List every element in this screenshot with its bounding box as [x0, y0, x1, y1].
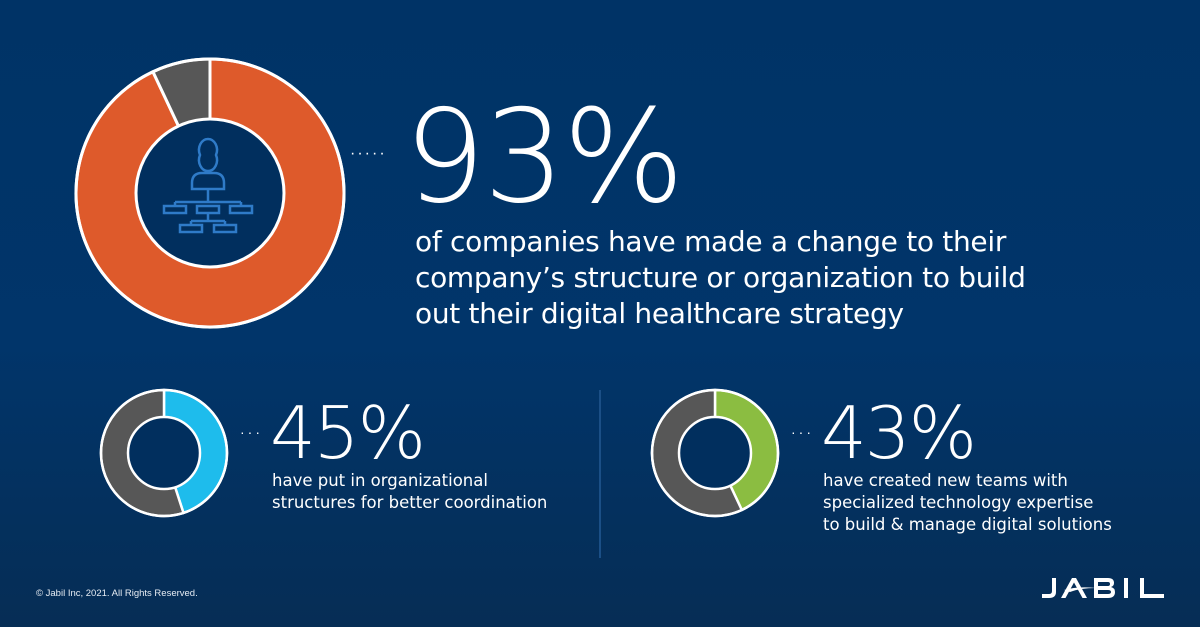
caption-line: of companies have made a change to their: [415, 225, 1007, 258]
caption-line: have put in organizational: [272, 471, 488, 490]
main-stat-value: 93%: [404, 83, 684, 232]
main-stat-caption: of companies have made a change to their…: [415, 224, 1026, 332]
caption-line: company’s structure or organization to b…: [415, 261, 1026, 294]
caption-line: have created new teams with: [823, 471, 1068, 490]
connector-dots-left: ···: [240, 424, 263, 440]
org-chart-icon: [162, 137, 254, 234]
right-stat-caption: have created new teams with specialized …: [823, 470, 1112, 536]
caption-line: to build & manage digital solutions: [823, 515, 1112, 534]
connector-dots-right: ···: [791, 424, 814, 440]
donut-chart-45: [99, 388, 229, 518]
connector-dots-main: ·····: [350, 145, 387, 162]
left-stat-value: 45%: [270, 391, 426, 475]
caption-line: out their digital healthcare strategy: [415, 297, 904, 330]
caption-line: structures for better coordination: [272, 493, 548, 512]
donut-chart-93: [74, 57, 346, 329]
copyright-text: © Jabil Inc, 2021. All Rights Reserved.: [36, 588, 198, 599]
jabil-logo: JABIL: [1042, 578, 1164, 598]
left-stat-caption: have put in organizational structures fo…: [272, 470, 547, 514]
donut-chart-43: [650, 388, 780, 518]
section-divider: [599, 390, 601, 558]
caption-line: specialized technology expertise: [823, 493, 1094, 512]
right-stat-value: 43%: [821, 391, 977, 475]
